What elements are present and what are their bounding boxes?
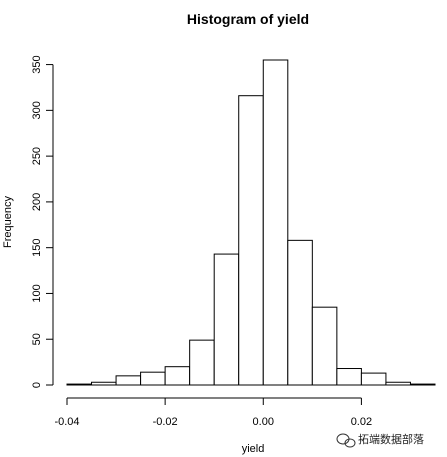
x-tick-label: 0.00 bbox=[253, 416, 274, 428]
histogram-bar bbox=[91, 381, 117, 386]
bars-group bbox=[66, 59, 436, 386]
histogram-bar bbox=[238, 95, 264, 386]
watermark: 拓端数据部落 bbox=[336, 432, 424, 448]
x-tick-label: -0.04 bbox=[54, 416, 79, 428]
chart-title: Histogram of yield bbox=[187, 11, 309, 27]
x-tick-label: -0.02 bbox=[153, 416, 178, 428]
histogram-bar bbox=[360, 372, 387, 386]
x-axis: -0.04 -0.02 0.00 0.02 bbox=[54, 397, 372, 428]
histogram-bar bbox=[409, 383, 436, 386]
x-axis-label: yield bbox=[242, 443, 265, 455]
histogram-bar bbox=[385, 381, 411, 386]
histogram-bar bbox=[140, 371, 166, 386]
y-tick-label: 0 bbox=[31, 382, 43, 388]
y-tick-label: 200 bbox=[31, 193, 43, 211]
histogram-bar bbox=[213, 253, 240, 386]
histogram-bar bbox=[115, 375, 142, 386]
y-axis-label: Frequency bbox=[2, 196, 14, 248]
y-tick-label: 300 bbox=[31, 101, 43, 119]
histogram-bar bbox=[189, 339, 215, 386]
y-tick-label: 350 bbox=[31, 55, 43, 73]
y-tick-label: 150 bbox=[31, 239, 43, 257]
wechat-icon bbox=[336, 433, 356, 448]
x-tick-label: 0.02 bbox=[351, 416, 372, 428]
histogram-bar bbox=[336, 368, 362, 386]
y-axis: 0 50 100 150 200 250 300 350 bbox=[31, 55, 54, 388]
histogram-bar bbox=[287, 239, 313, 386]
histogram-bar bbox=[164, 366, 191, 386]
watermark-text: 拓端数据部落 bbox=[358, 432, 424, 446]
histogram-bar bbox=[311, 306, 338, 386]
y-tick-label: 100 bbox=[31, 284, 43, 302]
y-tick-label: 250 bbox=[31, 147, 43, 165]
y-tick-label: 50 bbox=[31, 333, 43, 345]
histogram-bar bbox=[262, 59, 289, 386]
histogram-bar bbox=[66, 383, 93, 386]
